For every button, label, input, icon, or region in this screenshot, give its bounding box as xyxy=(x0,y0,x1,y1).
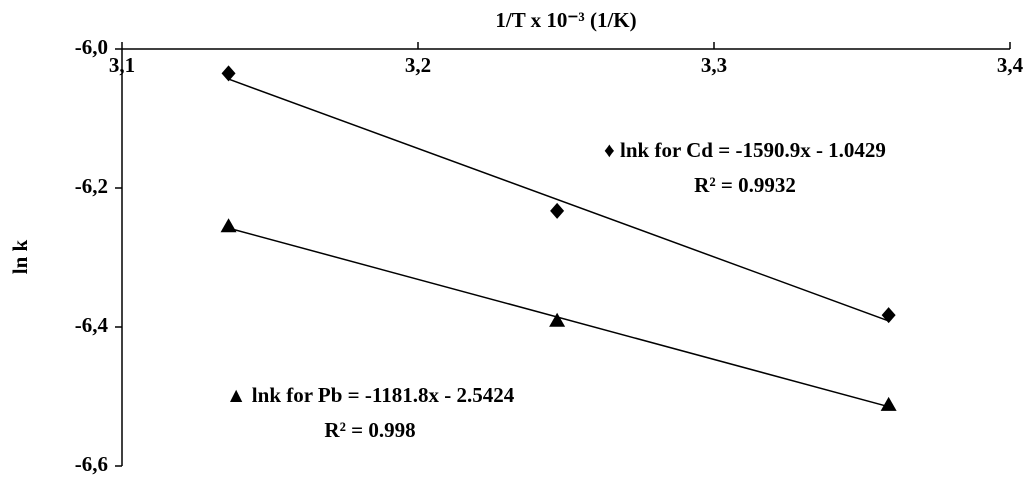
equation-label: ▲ lnk for Pb = -1181.8x - 2.5424 xyxy=(226,383,515,407)
point xyxy=(220,218,237,233)
y-tick-label: -6,0 xyxy=(75,35,108,59)
trendline xyxy=(228,78,889,322)
x-tick-label: 3,4 xyxy=(997,53,1024,77)
point xyxy=(549,312,566,327)
y-tick-label: -6,2 xyxy=(75,174,108,198)
x-axis-title: 1/T x 10⁻³ (1/K) xyxy=(495,8,636,32)
y-tick-label: -6,4 xyxy=(75,313,109,337)
equation-label: ♦ lnk for Cd = -1590.9x - 1.0429 xyxy=(604,138,886,162)
x-tick-label: 3,3 xyxy=(701,53,727,77)
y-axis-title: ln k xyxy=(8,239,32,274)
point xyxy=(881,307,896,324)
r2-label: R² = 0.998 xyxy=(324,418,415,442)
x-tick-label: 3,2 xyxy=(405,53,431,77)
point xyxy=(880,396,897,411)
point xyxy=(550,202,565,219)
x-tick-label: 3,1 xyxy=(109,53,135,77)
point xyxy=(221,65,236,82)
y-tick-label: -6,6 xyxy=(75,452,108,476)
r2-label: R² = 0.9932 xyxy=(694,173,796,197)
